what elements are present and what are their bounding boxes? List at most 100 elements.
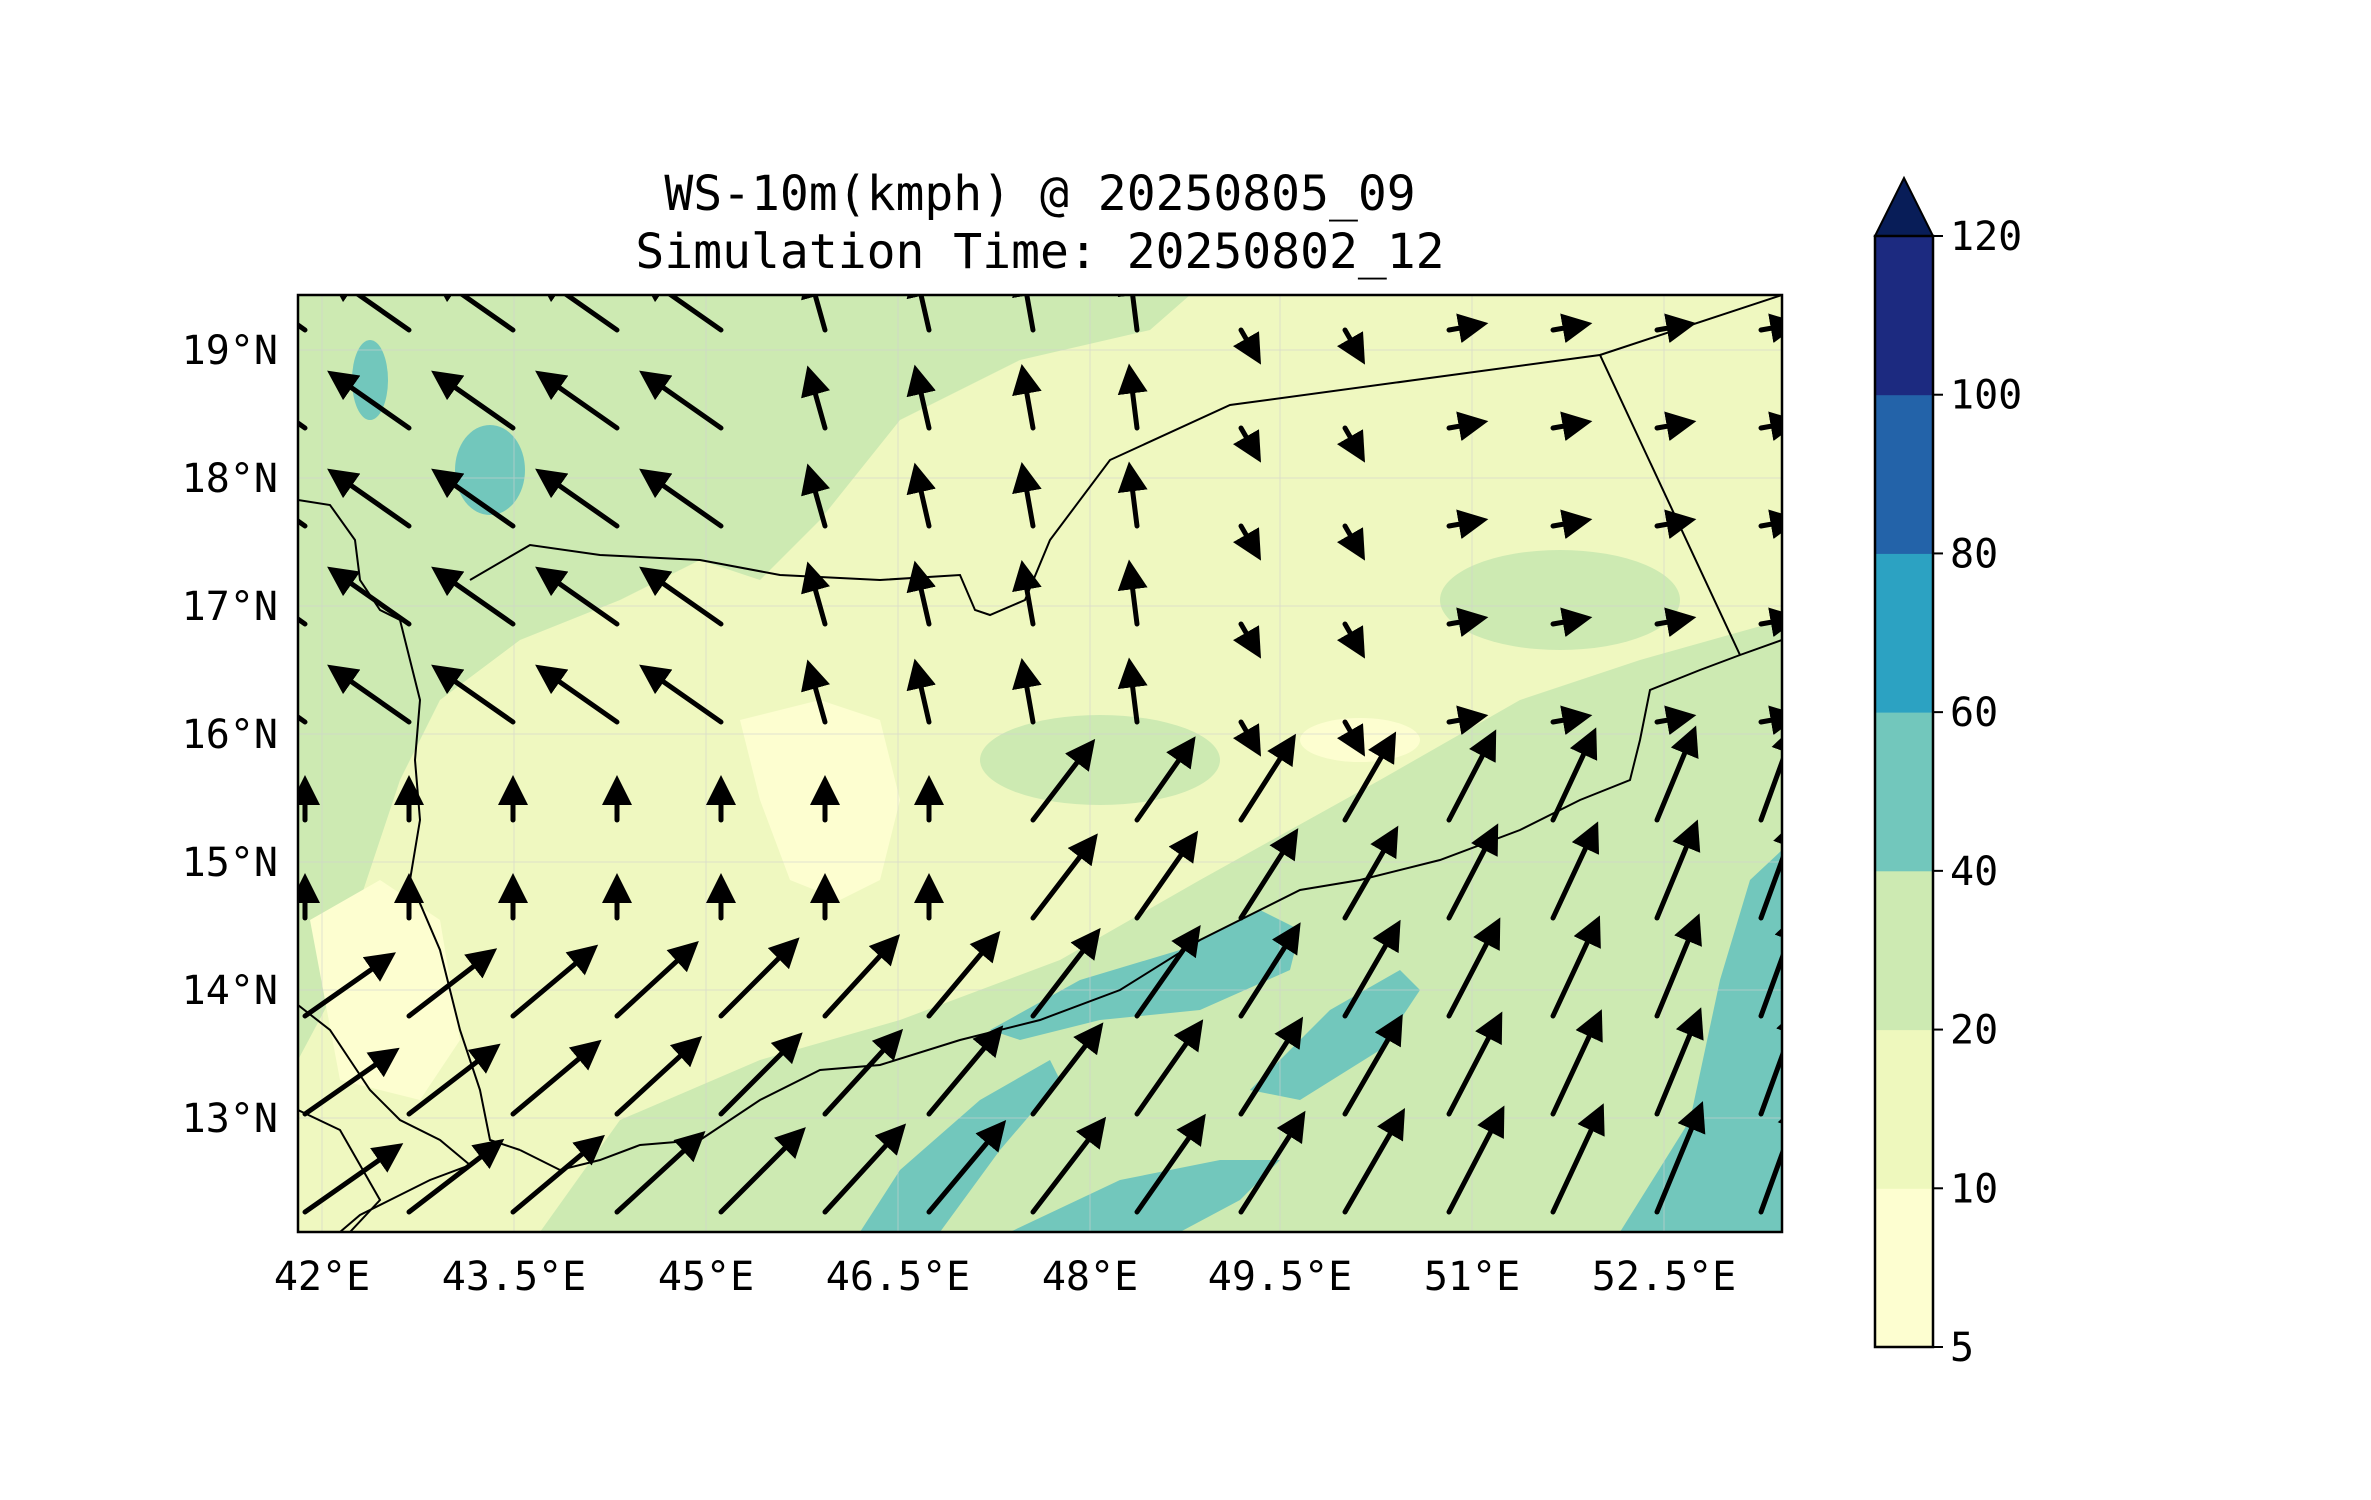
djibouti-border <box>298 1109 382 1232</box>
shade-20-40-patch-2 <box>980 715 1220 805</box>
shade-40-60-south-band-1 <box>860 1060 1060 1232</box>
wind-vector-arrow <box>1550 509 1593 540</box>
wind-vector-arrow <box>1654 725 1699 823</box>
wind-vector-arrow <box>718 937 800 1019</box>
wind-vector-arrow <box>298 420 308 431</box>
longitude-tick-labels: 42°E 43.5°E 45°E 46.5°E 48°E 49.5°E 51°E… <box>274 1254 1736 1300</box>
wind-vector-arrow <box>1238 733 1296 823</box>
wind-vector-arrow <box>1030 1022 1104 1117</box>
lat-tick-label: 13°N <box>182 1096 278 1142</box>
wind-vector-arrow <box>1654 607 1697 638</box>
wind-vector-arrow <box>1238 1110 1306 1215</box>
lon-tick-label: 51°E <box>1424 1254 1520 1300</box>
wind-vector-arrow <box>510 1039 602 1117</box>
wind-vector-arrow <box>431 370 516 431</box>
saudi-yemen-border <box>469 353 1741 656</box>
wind-vector-arrow <box>1238 1016 1304 1117</box>
wind-vector-arrow <box>1117 363 1148 431</box>
wind-vector-arrow <box>1550 821 1600 921</box>
colorbar-segment <box>1875 712 1933 872</box>
wind-vector-arrow <box>718 1127 806 1215</box>
wind-vector-arrow <box>1134 925 1201 1019</box>
colorbar-segment <box>1875 1188 1933 1348</box>
wind-vector-arrow <box>1117 657 1148 725</box>
lon-tick-label: 43.5°E <box>442 1254 587 1300</box>
wind-vector-arrow <box>1550 705 1593 736</box>
lon-tick-label: 48°E <box>1042 1254 1138 1300</box>
wind-vector-arrow <box>1337 621 1365 659</box>
colorbar-tick-label: 80 <box>1950 531 1998 577</box>
wind-vector-arrow <box>431 566 516 627</box>
wind-vector-arrow <box>1654 819 1701 921</box>
lon-tick-label: 46.5°E <box>826 1254 971 1300</box>
wind-vector-arrow <box>822 1123 907 1215</box>
wind-vector-arrow <box>1446 917 1501 1019</box>
wind-vector-arrow <box>906 462 936 529</box>
wind-vector-arrow <box>327 566 412 627</box>
wind-vector-arrow <box>926 1025 1004 1117</box>
colorbar-tick-label: 100 <box>1950 373 2022 419</box>
wind-vector-arrow <box>1446 1105 1505 1215</box>
wind-vector-arrow <box>1654 411 1697 442</box>
shade-40-60-west <box>352 340 388 420</box>
wind-vector-arrow <box>1758 313 1782 344</box>
wind-vector-arrow <box>1342 825 1399 921</box>
wind-vector-arrow <box>302 1047 400 1117</box>
wind-vector-arrow <box>1758 817 1782 921</box>
wind-vector-arrow <box>1012 295 1042 333</box>
wind-vector-arrow <box>1758 705 1782 736</box>
wind-vector-arrow <box>1337 523 1365 561</box>
shade-40-60-arabian <box>1250 970 1420 1100</box>
wind-vector-arrow <box>1758 509 1782 540</box>
wind-vector-arrow <box>639 468 724 529</box>
wind-vector-arrow <box>327 468 412 529</box>
wind-vector-arrow <box>1446 313 1489 344</box>
wind-vector-arrow <box>1446 823 1499 921</box>
wind-vector-arrow <box>1758 607 1782 638</box>
wind-vector-arrow <box>1012 559 1042 627</box>
wind-vector-arrow <box>1238 828 1299 921</box>
wind-vector-arrow <box>327 295 412 333</box>
wind-vector-arrow <box>1550 313 1593 344</box>
wind-vector-arrow <box>327 664 412 725</box>
wind-vector-arrow <box>1342 919 1401 1019</box>
wind-vector-arrow <box>535 468 620 529</box>
colorbar-segment <box>1875 236 1933 396</box>
wind-vector-arrow <box>327 370 412 431</box>
wind-vector-arrow <box>801 561 830 627</box>
wind-vector-arrow <box>614 1130 706 1215</box>
wind-vector-arrow <box>1030 1116 1107 1215</box>
wind-vector-arrow <box>1030 833 1098 921</box>
wind-vector-arrow <box>298 322 308 333</box>
wind-vector-arrow <box>1654 1007 1704 1117</box>
wind-vector-arrow <box>1550 1009 1603 1117</box>
wind-vector-arrow <box>1654 705 1697 736</box>
colorbar: 5 10 20 40 60 80 100 120 <box>1873 175 2022 1371</box>
wind-vector-arrow <box>639 370 724 431</box>
colorbar-segment <box>1875 394 1933 554</box>
shade-20-40-patch-1 <box>1440 550 1680 650</box>
shade-40-60-south-band-2 <box>1010 1160 1280 1232</box>
wind-vector-arrow <box>1030 927 1101 1019</box>
wind-vector-arrow <box>1012 461 1042 529</box>
colorbar-tick-label: 120 <box>1950 214 2022 260</box>
wind-vector-arrow <box>302 1143 404 1215</box>
colorbar-tick-label: 5 <box>1950 1325 1974 1371</box>
colorbar-segment <box>1875 870 1933 1031</box>
wind-vector-arrow <box>406 948 498 1019</box>
wind-vector-arrow <box>1337 327 1365 365</box>
horn-of-africa-coast <box>298 1004 472 1232</box>
shade-40-60-east-band <box>1620 850 1782 1232</box>
wind-vector-arrow <box>1654 313 1697 344</box>
wind-vector-arrow <box>1550 411 1593 442</box>
wind-vector-arrow <box>1446 607 1489 638</box>
wind-vector-arrow <box>1550 1103 1605 1215</box>
wind-vector-arrow <box>822 1028 904 1117</box>
wind-vectors <box>298 295 1782 1215</box>
wind-vector-arrow <box>1654 509 1697 540</box>
wind-vector-arrow <box>1337 719 1365 757</box>
map-panel <box>298 295 1782 1232</box>
wind-vector-arrow <box>1758 723 1782 823</box>
wind-vector-arrow <box>1117 559 1148 627</box>
map-title-line-2: Simulation Time: 20250802_12 <box>635 224 1444 280</box>
